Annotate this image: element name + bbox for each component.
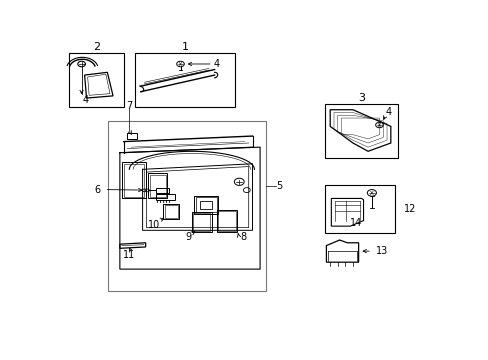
Bar: [324, 185, 394, 233]
Text: 8: 8: [240, 232, 245, 242]
Text: 6: 6: [94, 185, 100, 194]
Bar: [156, 194, 175, 200]
Bar: [324, 104, 398, 158]
Bar: [156, 188, 169, 193]
Text: 5: 5: [275, 181, 282, 191]
Bar: [216, 210, 237, 232]
Bar: [164, 205, 178, 218]
Text: 14: 14: [349, 219, 361, 228]
Text: 3: 3: [357, 93, 364, 103]
Bar: [148, 174, 167, 198]
Bar: [218, 211, 235, 231]
Bar: [193, 213, 210, 231]
Bar: [163, 204, 179, 219]
Bar: [195, 197, 216, 212]
Text: 1: 1: [182, 42, 188, 52]
Text: 9: 9: [184, 232, 191, 242]
Bar: [191, 212, 211, 232]
Bar: [200, 201, 211, 209]
Text: 4: 4: [213, 59, 219, 69]
Text: 11: 11: [123, 250, 135, 260]
Bar: [122, 162, 146, 198]
Text: 12: 12: [403, 204, 416, 214]
Text: 4: 4: [82, 95, 88, 105]
Text: 7: 7: [126, 100, 132, 111]
Bar: [123, 164, 144, 197]
Bar: [108, 121, 265, 291]
Text: 10: 10: [147, 220, 160, 230]
Text: 2: 2: [93, 42, 101, 52]
Bar: [135, 53, 235, 107]
Text: 13: 13: [375, 246, 387, 256]
Text: 4: 4: [385, 107, 390, 117]
Bar: [193, 196, 218, 214]
Bar: [69, 53, 124, 107]
Bar: [149, 175, 165, 197]
